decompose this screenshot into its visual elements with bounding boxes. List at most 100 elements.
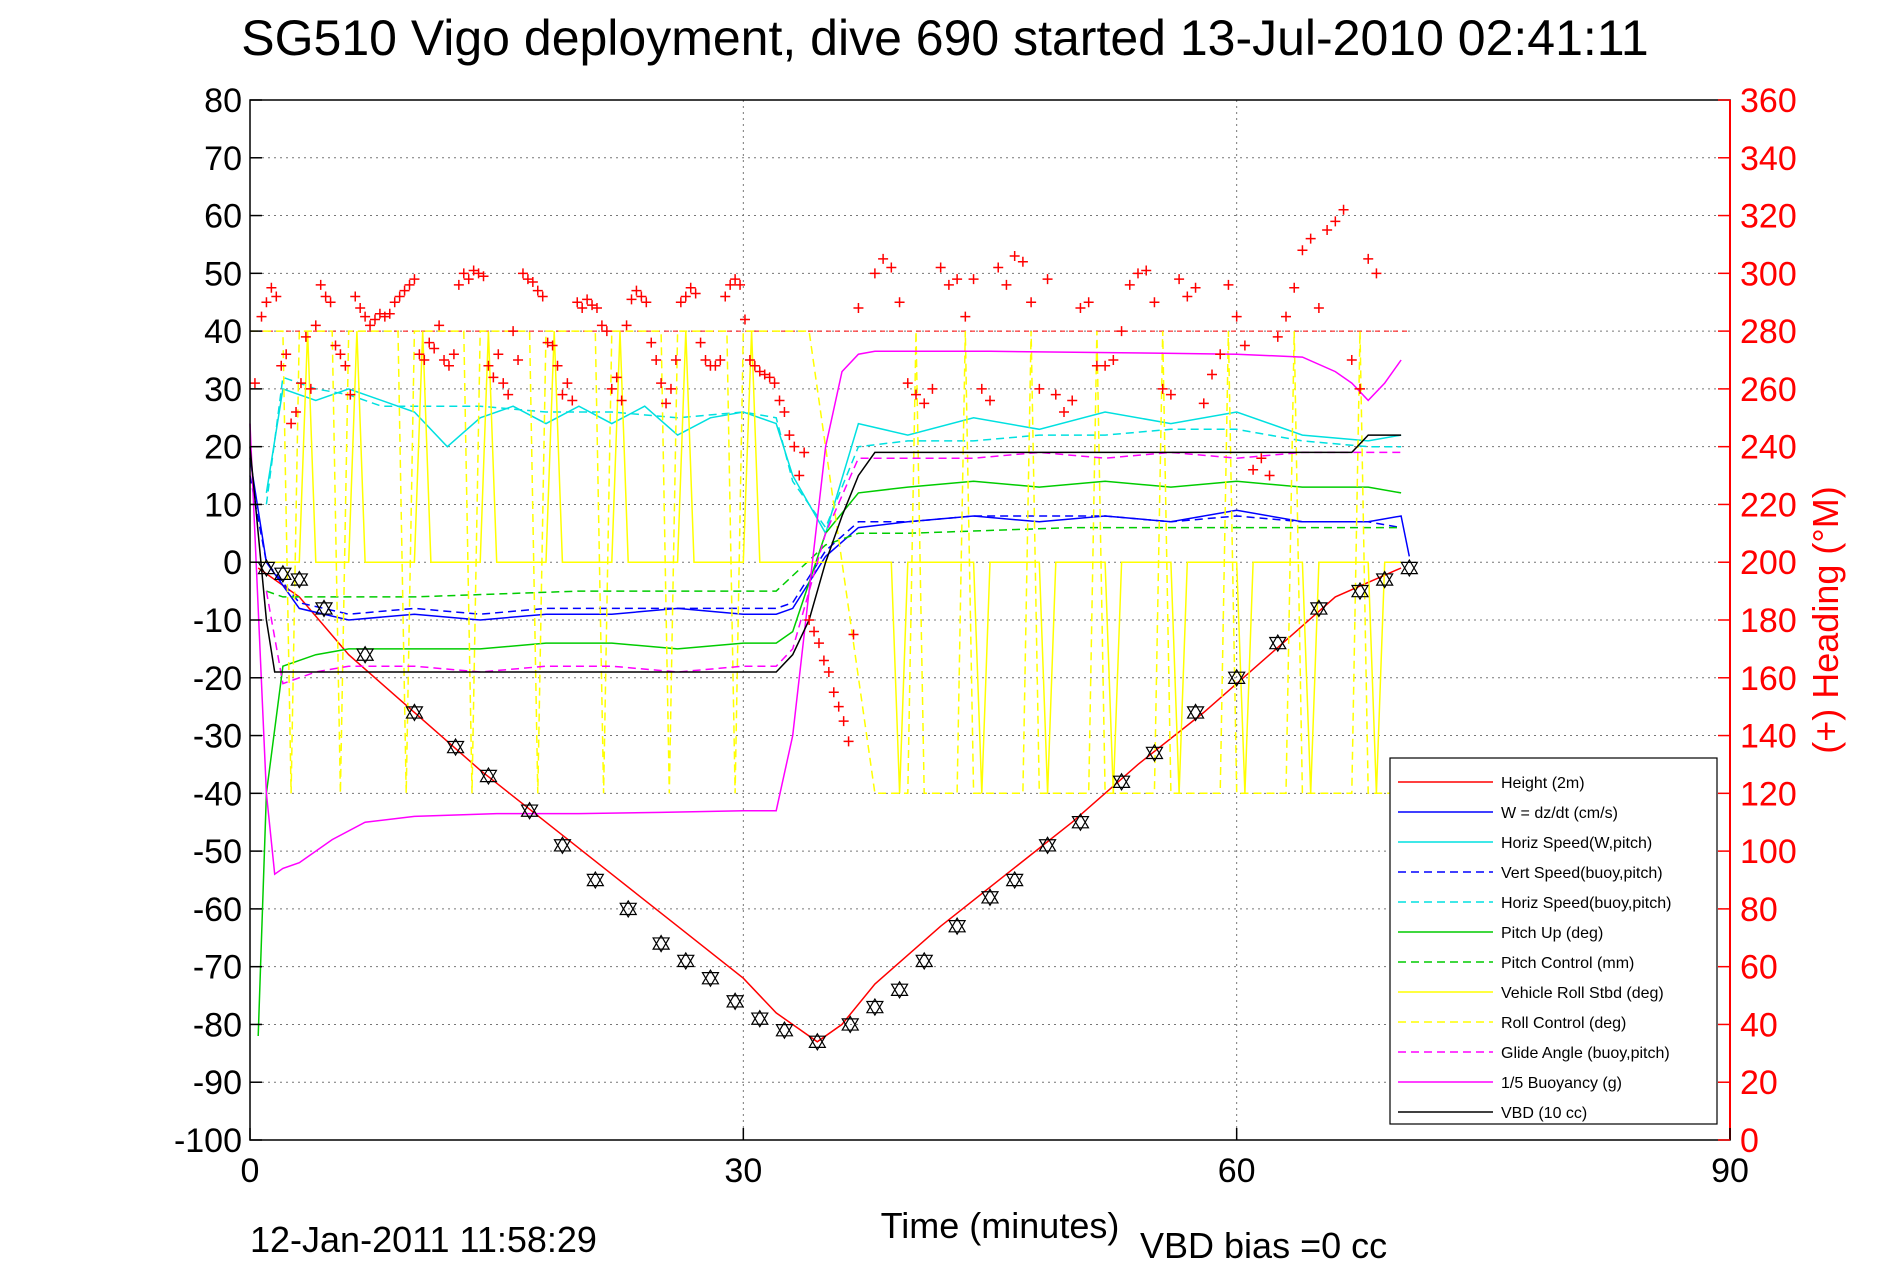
- heading-point: [695, 337, 706, 348]
- heading-point: [276, 360, 287, 371]
- heading-point: [976, 383, 987, 394]
- heading-point: [1297, 245, 1308, 256]
- y-tick-label: 40: [204, 313, 242, 351]
- depth-marker-up: [775, 1021, 794, 1037]
- depth-marker-down: [314, 602, 334, 618]
- heading-point: [591, 303, 602, 313]
- depth-marker-up: [405, 703, 424, 719]
- heading-point: [1026, 297, 1037, 308]
- depth-marker-up: [520, 801, 539, 817]
- depth-marker-up: [290, 570, 309, 586]
- heading-point: [656, 378, 667, 389]
- heading-point: [1363, 253, 1374, 264]
- depth-marker-up: [1309, 599, 1328, 615]
- heading-point: [345, 389, 356, 400]
- depth-marker-up: [446, 737, 465, 754]
- heading-point: [911, 389, 921, 400]
- heading-point: [261, 297, 272, 308]
- heading-point: [1067, 395, 1078, 406]
- y2-tick-label: 140: [1740, 718, 1797, 756]
- y-tick-label: -60: [193, 891, 242, 929]
- y-tick-label: -20: [193, 660, 242, 698]
- heading-point: [646, 337, 657, 348]
- y2-tick-label: 0: [1740, 1122, 1759, 1160]
- y2-tick-label: 260: [1740, 371, 1797, 409]
- y-tick-label: 0: [223, 544, 242, 582]
- depth-marker-down: [1350, 584, 1370, 601]
- heading-point: [1239, 340, 1250, 351]
- heading-point: [789, 441, 800, 452]
- heading-point: [355, 303, 366, 313]
- heading-point: [434, 320, 445, 331]
- y-tick-label: 50: [204, 255, 242, 293]
- heading-point: [1050, 389, 1061, 400]
- y2-tick-label: 120: [1740, 775, 1797, 813]
- depth-marker-down: [405, 706, 424, 722]
- heading-point: [1322, 225, 1333, 235]
- heading-point: [1281, 311, 1291, 322]
- legend-entry: Roll Control (deg): [1501, 1015, 1626, 1032]
- heading-point: [774, 395, 785, 406]
- y-axis-left: 80 70 60 50 40 30 20 10 0 -10 -20 -30 -40 -50 -60 -70 -8…: [174, 82, 262, 1160]
- heading-point: [1141, 265, 1152, 276]
- heading-point: [547, 340, 558, 351]
- heading-point: [325, 297, 336, 308]
- heading-point: [935, 262, 946, 273]
- heading-point: [340, 360, 351, 371]
- heading-point: [552, 360, 563, 371]
- footer-vbd-bias: VBD bias =0 cc: [1140, 1225, 1387, 1262]
- heading-point: [1215, 349, 1226, 360]
- depth-marker-down: [1227, 671, 1246, 687]
- x-tick-label: 90: [1711, 1152, 1749, 1190]
- x-axis-label: Time (minutes): [881, 1205, 1120, 1246]
- series-line-0: [257, 567, 1402, 1043]
- heading-point: [1149, 297, 1160, 308]
- y2-tick-label: 80: [1740, 891, 1778, 929]
- depth-marker-down: [890, 983, 909, 999]
- heading-point: [794, 470, 805, 481]
- heading-point: [927, 383, 938, 394]
- plot-markers: [250, 205, 1419, 1051]
- y2-tick-label: 320: [1740, 198, 1797, 236]
- chart-title: SG510 Vigo deployment, dive 690 started …: [241, 10, 1648, 66]
- depth-marker-up: [948, 917, 967, 933]
- heading-point: [493, 349, 504, 360]
- x-tick-label: 60: [1218, 1152, 1256, 1190]
- heading-point: [720, 291, 731, 302]
- legend-entry: Height (2m): [1501, 775, 1585, 792]
- series-line-8: [250, 330, 1402, 795]
- depth-marker-up: [1145, 743, 1164, 760]
- depth-marker-up: [273, 564, 292, 580]
- heading-point: [369, 314, 380, 325]
- depth-marker-down: [290, 573, 309, 589]
- y2-tick-label: 200: [1740, 544, 1797, 582]
- heading-point: [848, 629, 859, 640]
- heading-point: [675, 297, 686, 308]
- depth-marker-down: [701, 972, 720, 988]
- heading-point: [1305, 233, 1316, 244]
- depth-marker-up: [980, 888, 1000, 904]
- y2-tick-label: 300: [1740, 255, 1797, 293]
- y-tick-label: -100: [174, 1122, 242, 1160]
- y2-tick-label: 340: [1740, 140, 1797, 178]
- series-line-4: [265, 376, 1402, 530]
- heading-point: [661, 398, 672, 409]
- depth-marker-up: [619, 899, 638, 916]
- depth-marker-up: [1227, 668, 1246, 684]
- heading-point: [577, 303, 588, 313]
- depth-marker-down: [808, 1035, 827, 1051]
- heading-point: [1346, 355, 1357, 365]
- heading-point: [1371, 268, 1382, 279]
- heading-point: [1248, 464, 1259, 475]
- depth-marker-down: [1268, 636, 1287, 653]
- y-tick-label: 80: [204, 82, 242, 120]
- y-tick-label: -10: [193, 602, 242, 640]
- heading-point: [626, 294, 637, 305]
- heading-point: [498, 378, 509, 389]
- depth-marker-up: [701, 969, 720, 985]
- heading-point: [1330, 216, 1341, 227]
- heading-point: [478, 271, 489, 282]
- heading-point: [1198, 398, 1209, 409]
- heading-point: [894, 297, 905, 308]
- depth-marker-up: [1268, 633, 1287, 650]
